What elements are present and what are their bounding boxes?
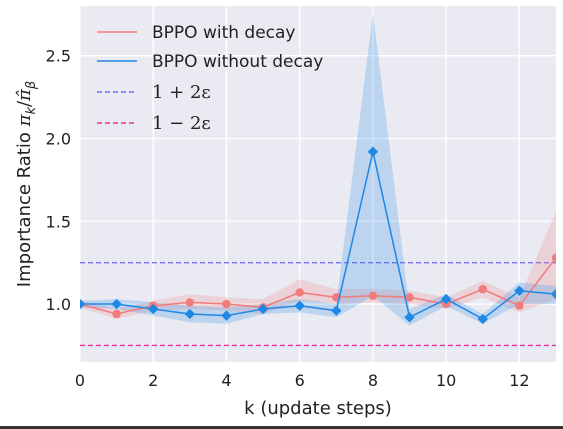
x-axis-label: k (update steps) [244, 398, 392, 419]
x-tick-label-6: 12 [509, 371, 529, 390]
y-tick-label-2: 2.0 [46, 129, 71, 148]
x-tick-label-3: 6 [295, 371, 305, 390]
point-series-1-3 [184, 308, 196, 320]
y-axis-label-part-4: π̂ [14, 88, 35, 102]
point-series-1-0 [80, 298, 86, 310]
point-series-0-13 [551, 253, 556, 262]
point-series-1-10 [440, 293, 452, 305]
point-series-0-9 [405, 293, 414, 302]
band-series-1 [80, 12, 556, 326]
line-series-1 [80, 151, 556, 320]
point-series-1-1 [111, 298, 122, 310]
point-series-1-5 [257, 303, 269, 315]
legend-label-2: 1 + 2ε [152, 82, 211, 103]
x-tick-label-1: 2 [148, 371, 158, 390]
point-series-1-7 [331, 305, 342, 316]
legend: BPPO with decay BPPO without decay 1 + 2ε 1… [97, 23, 323, 134]
point-series-1-11 [477, 313, 488, 325]
point-series-0-3 [185, 298, 195, 307]
x-tick-label-4: 8 [368, 371, 378, 390]
point-series-0-8 [368, 291, 378, 300]
y-axis-label-part-2: k [24, 107, 39, 115]
line-series-0 [80, 257, 556, 315]
y-axis-label-part-1: π [14, 113, 35, 127]
plot-area [80, 12, 556, 347]
legend-label-0: BPPO with decay [152, 23, 296, 43]
point-series-1-2 [148, 303, 159, 315]
point-series-0-4 [222, 299, 231, 309]
point-series-1-9 [404, 312, 415, 323]
y-tick-label-0: 1.0 [46, 295, 71, 314]
point-series-1-13 [550, 288, 556, 300]
band-series-0 [80, 211, 556, 319]
x-tick-label-2: 4 [221, 371, 231, 390]
y-axis-label-part-3: / [14, 100, 35, 107]
point-series-0-12 [515, 301, 524, 310]
point-series-0-1 [112, 309, 121, 319]
point-series-1-6 [294, 300, 305, 311]
point-series-0-6 [295, 288, 304, 297]
point-series-0-11 [478, 284, 487, 294]
point-series-1-8 [367, 146, 379, 157]
y-axis-label-part-0: Importance Ratio [14, 126, 35, 287]
legend-label-3: 1 − 2ε [152, 113, 211, 134]
plot-background [80, 6, 556, 362]
y-tick-label-1: 1.5 [46, 212, 71, 231]
y-axis-label-part-5: β [24, 81, 39, 90]
x-tick-label-0: 0 [75, 371, 85, 390]
y-axis-label: Importance Ratio πk/π̂β [14, 81, 39, 287]
y-tick-label-3: 2.5 [46, 47, 71, 66]
x-tick-label-5: 10 [436, 371, 456, 390]
bottom-divider [0, 426, 563, 429]
point-series-1-12 [514, 285, 525, 296]
legend-label-1: BPPO without decay [152, 52, 323, 72]
point-series-1-4 [221, 310, 232, 321]
